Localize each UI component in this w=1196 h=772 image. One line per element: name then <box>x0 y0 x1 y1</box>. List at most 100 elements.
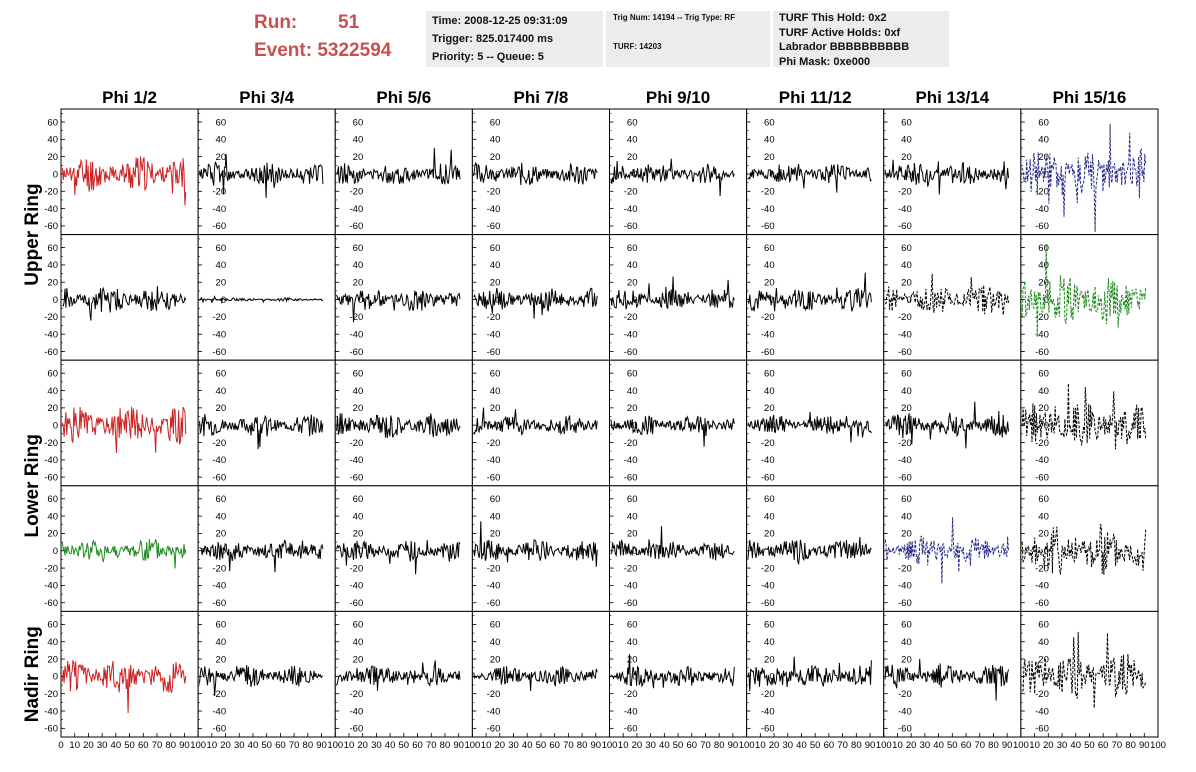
y-tick-label: -40 <box>898 455 912 466</box>
y-tick-label: -20 <box>487 187 501 198</box>
y-tick-label: 20 <box>216 654 227 665</box>
waveform-trace <box>884 658 1009 701</box>
y-tick-label: 40 <box>216 386 227 397</box>
y-tick-label: -60 <box>350 724 364 735</box>
y-tick-label: -60 <box>212 347 226 358</box>
row-title: Nadir Ring <box>22 626 43 722</box>
y-tick-label: -20 <box>624 689 638 700</box>
y-tick-label: 60 <box>47 243 58 254</box>
y-tick-label: -20 <box>761 563 775 574</box>
x-tick-label: 100 <box>1013 740 1029 751</box>
y-tick-label: 0 <box>358 546 363 557</box>
y-tick-label: -60 <box>44 347 58 358</box>
y-tick-label: -40 <box>898 330 912 341</box>
y-tick-label: -60 <box>487 472 501 483</box>
y-tick-label: -20 <box>761 312 775 323</box>
y-tick-label: -40 <box>898 581 912 592</box>
waveform-trace <box>884 401 1009 449</box>
y-tick-label: -60 <box>212 472 226 483</box>
y-tick-label: -20 <box>898 187 912 198</box>
y-tick-label: 60 <box>1038 368 1049 379</box>
x-tick-label: 80 <box>165 740 176 751</box>
y-tick-label: -40 <box>624 455 638 466</box>
y-tick-label: 60 <box>901 243 912 254</box>
y-tick-label: 60 <box>1038 243 1049 254</box>
x-tick-label: 100 <box>327 740 343 751</box>
y-tick-label: 20 <box>353 152 364 163</box>
y-tick-label: 60 <box>47 494 58 505</box>
column-title: Phi 7/8 <box>514 88 569 107</box>
y-tick-label: -60 <box>624 472 638 483</box>
y-tick-label: -60 <box>1035 472 1049 483</box>
y-tick-label: 40 <box>764 260 775 271</box>
waveform-trace <box>1021 631 1147 709</box>
x-tick-label: 100 <box>464 740 480 751</box>
y-tick-label: 20 <box>47 152 58 163</box>
y-tick-label: 20 <box>490 278 501 289</box>
waveform-trace <box>610 526 735 561</box>
panel-frame <box>334 610 473 738</box>
x-tick-label: 20 <box>495 740 506 751</box>
y-tick-label: 0 <box>221 169 226 180</box>
y-tick-label: 60 <box>490 243 501 254</box>
y-tick-label: -60 <box>624 221 638 232</box>
y-tick-label: 0 <box>769 169 774 180</box>
y-tick-label: 20 <box>490 403 501 414</box>
waveform-trace <box>884 159 1009 195</box>
x-tick-label: 30 <box>508 740 519 751</box>
y-tick-label: -60 <box>350 347 364 358</box>
y-tick-label: -40 <box>212 581 226 592</box>
x-tick-label: 50 <box>536 740 547 751</box>
x-tick-label: 30 <box>97 740 108 751</box>
x-tick-label: 80 <box>303 740 314 751</box>
y-tick-label: -40 <box>44 706 58 717</box>
x-tick-label: 50 <box>947 740 958 751</box>
y-tick-label: 40 <box>353 637 364 648</box>
y-tick-label: 60 <box>764 368 775 379</box>
y-tick-label: -60 <box>761 472 775 483</box>
y-tick-label: -20 <box>44 438 58 449</box>
y-tick-label: -60 <box>1035 347 1049 358</box>
y-tick-label: 40 <box>47 135 58 146</box>
x-tick-label: 100 <box>739 740 755 751</box>
y-tick-label: 0 <box>906 672 911 683</box>
y-tick-label: 0 <box>906 169 911 180</box>
y-tick-label: -20 <box>1035 563 1049 574</box>
column-title: Phi 13/14 <box>915 88 989 107</box>
y-tick-label: -60 <box>350 598 364 609</box>
column-title: Phi 5/6 <box>376 88 431 107</box>
y-tick-label: -60 <box>1035 221 1049 232</box>
y-tick-label: 20 <box>1038 152 1049 163</box>
y-tick-label: 20 <box>764 403 775 414</box>
y-tick-label: 40 <box>764 386 775 397</box>
y-tick-label: 40 <box>764 135 775 146</box>
y-tick-label: -60 <box>624 598 638 609</box>
y-tick-label: -20 <box>624 312 638 323</box>
y-tick-label: -20 <box>898 689 912 700</box>
y-tick-label: 60 <box>490 494 501 505</box>
y-tick-label: -40 <box>487 455 501 466</box>
y-tick-label: 40 <box>901 637 912 648</box>
waveform-trace <box>336 289 461 323</box>
y-tick-label: -60 <box>350 472 364 483</box>
y-tick-label: -60 <box>898 724 912 735</box>
x-tick-label: 10 <box>207 740 218 751</box>
x-tick-label: 80 <box>440 740 451 751</box>
y-tick-label: -60 <box>212 221 226 232</box>
y-tick-label: 40 <box>490 386 501 397</box>
y-tick-label: -40 <box>624 581 638 592</box>
y-tick-label: 0 <box>53 672 58 683</box>
y-tick-label: 60 <box>1038 117 1049 128</box>
